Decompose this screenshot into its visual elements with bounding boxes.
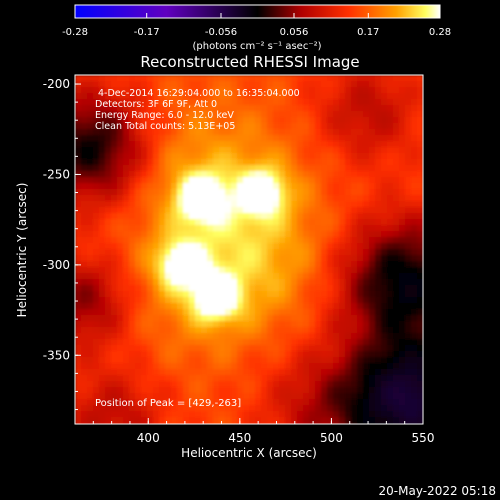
colorbar-tick-label: -0.28	[62, 27, 88, 38]
colorbar-tick-label: 0.17	[357, 27, 379, 38]
x-axis: 400 450 500 550	[74, 418, 435, 445]
x-axis-label: Heliocentric X (arcsec)	[181, 446, 317, 460]
annotation-line: Energy Range: 6.0 - 12.0 keV	[95, 110, 234, 121]
y-axis-label: Heliocentric Y (arcsec)	[15, 183, 29, 318]
colorbar-tick-label: 0.28	[429, 27, 451, 38]
colorbar-gradient	[74, 4, 441, 19]
colorbar-tick-label: -0.17	[134, 27, 160, 38]
annotation-line: Detectors: 3F 6F 9F, Att 0	[95, 99, 217, 110]
y-tick-label: -350	[43, 348, 70, 362]
annotations: 4-Dec-2014 16:29:04.000 to 16:35:04.000D…	[95, 88, 300, 132]
plot-frame	[74, 74, 424, 425]
y-axis: -200 -250 -300 -350	[43, 77, 81, 411]
peak-position-label: Position of Peak = [429,-263]	[95, 398, 241, 409]
colorbar-ticks: -0.28 -0.17 -0.056 0.056 0.17 0.28	[62, 13, 451, 38]
y-tick-label: -200	[43, 77, 70, 91]
chart-title: Reconstructed RHESSI Image	[140, 53, 359, 71]
y-tick-label: -300	[43, 258, 70, 272]
y-tick-label: -250	[43, 167, 70, 181]
colorbar-tick-label: 0.056	[280, 27, 309, 38]
colorbar-tick-label: -0.056	[205, 27, 237, 38]
x-tick-label: 400	[137, 431, 160, 445]
timestamp: 20-May-2022 05:18	[379, 484, 496, 498]
colorbar-unit-label: (photons cm⁻² s⁻¹ asec⁻²)	[192, 41, 321, 52]
x-tick-label: 500	[320, 431, 343, 445]
annotation-line: Clean Total counts: 5.13E+05	[95, 121, 235, 132]
x-tick-label: 550	[412, 431, 435, 445]
annotation-line: 4-Dec-2014 16:29:04.000 to 16:35:04.000	[98, 88, 300, 99]
x-tick-label: 450	[228, 431, 251, 445]
heatmap-image	[75, 75, 423, 424]
colorbar: -0.28 -0.17 -0.056 0.056 0.17 0.28 (photons c…	[62, 4, 451, 52]
